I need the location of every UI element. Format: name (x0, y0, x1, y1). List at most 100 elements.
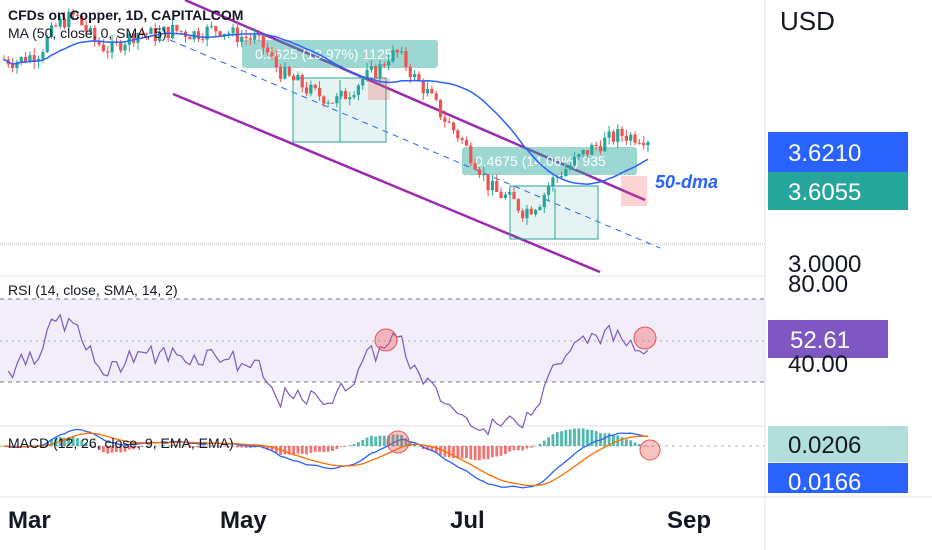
candle-body (598, 146, 603, 152)
ma-annotation: 50-dma (655, 172, 718, 192)
candle-body (551, 177, 555, 187)
candle-body (343, 91, 348, 100)
macd-hist-bar (175, 445, 179, 446)
macd-hist-bar (71, 437, 75, 446)
macd-hist-bar (205, 446, 209, 447)
macd-hist-bar (512, 446, 516, 451)
candle-body (456, 130, 460, 139)
candle-body (572, 156, 577, 166)
candle-body (322, 96, 326, 104)
candle-body (559, 176, 564, 178)
x-tick-jul: Jul (450, 507, 485, 534)
candle-body (218, 31, 222, 36)
macd-hist-bar (188, 446, 192, 448)
macd-hist-bar (67, 436, 71, 446)
candle-body (546, 186, 551, 195)
macd-hist-bar (296, 446, 300, 454)
rsi-tag-box (768, 320, 888, 358)
candle-body (145, 33, 149, 35)
macd-hist-bar (482, 446, 486, 460)
macd-hist-bar (465, 446, 468, 459)
candle-body (637, 142, 641, 144)
last-price-tag-box (768, 172, 908, 210)
candle-body (253, 34, 257, 40)
macd-hist-bar (478, 446, 481, 461)
resistance-highlight-2 (621, 176, 647, 206)
macd-hist-bar (456, 446, 460, 459)
currency-label: USD (780, 6, 835, 36)
macd-hist-bar (525, 446, 529, 449)
candle-body (339, 91, 343, 97)
macd-hist-bar (460, 446, 464, 459)
macd-hist-bar (633, 442, 637, 446)
candle-body (279, 66, 283, 79)
candle-body (521, 210, 525, 219)
candle-body (335, 96, 339, 104)
candle-body (434, 93, 438, 100)
measure-1-label: 0.5625 (13.97%) 1125 (255, 46, 393, 62)
macd-hist-bar (240, 446, 244, 448)
candle-body (438, 99, 443, 118)
measure-2-label: 0.4675 (14.06%) 935 (475, 153, 606, 169)
x-tick-may: May (220, 507, 267, 534)
x-tick-sep: Sep (667, 507, 711, 534)
candle-body (464, 140, 469, 146)
macd-hist-bar (54, 438, 58, 446)
macd-hist-bar (516, 446, 520, 451)
macd-circle-2 (639, 439, 661, 461)
candle-body (534, 210, 538, 215)
candle-body (495, 181, 499, 192)
macd-hist-bar (547, 437, 550, 446)
candle-body (611, 131, 616, 142)
candle-body (287, 67, 291, 76)
candle-body (417, 74, 421, 82)
macd-hist-bar (309, 446, 313, 453)
candle-body (248, 38, 252, 40)
macd-hist-bar (486, 446, 490, 460)
candle-body (508, 191, 512, 195)
macd-hist-bar (248, 446, 252, 449)
candle-body (101, 44, 106, 52)
candle-body (585, 150, 590, 155)
macd-hist-bar (348, 445, 352, 446)
candle-body (408, 66, 412, 78)
candle-body (503, 194, 507, 198)
macd-hist-bar (374, 436, 378, 446)
macd-hist-bar (201, 446, 205, 449)
rsi-tag: 52.61 (790, 327, 850, 354)
candle-body (330, 102, 335, 104)
candle-body (646, 142, 650, 146)
macd-hist-bar (283, 446, 287, 455)
macd-hist-bar (529, 446, 533, 448)
macd-hist-bar (313, 446, 317, 452)
candles-layer (2, 8, 650, 226)
candle-body (577, 154, 581, 157)
macd-hist-bar (136, 446, 140, 448)
candle-body (209, 26, 214, 28)
candle-body (93, 28, 97, 41)
macd-hist-bar (110, 446, 114, 453)
candle-body (266, 47, 270, 53)
high-tag-box (768, 132, 908, 172)
candle-body (309, 84, 313, 94)
candle-body (395, 50, 399, 53)
macd-hist-bar (127, 446, 131, 450)
macd-hist-bar (192, 446, 196, 447)
macd-hist-bar (140, 446, 144, 447)
candle-body (460, 138, 464, 141)
candle-body (581, 150, 585, 155)
candle-body (15, 61, 19, 69)
macd-hist-bar (235, 446, 239, 448)
macd-hist-bar (473, 446, 477, 461)
candle-body (512, 191, 516, 200)
macd-hist-bar (620, 437, 624, 446)
candle-body (633, 134, 637, 143)
macd-line (3, 428, 649, 489)
macd-hist-bar (408, 441, 412, 446)
macd-hist-bar (469, 446, 473, 460)
macd-hist-bar (119, 446, 123, 453)
candle-body (348, 97, 352, 100)
candle-body (45, 37, 49, 53)
macd-hist-bar (499, 446, 503, 456)
macd-hist-bar (551, 434, 555, 446)
